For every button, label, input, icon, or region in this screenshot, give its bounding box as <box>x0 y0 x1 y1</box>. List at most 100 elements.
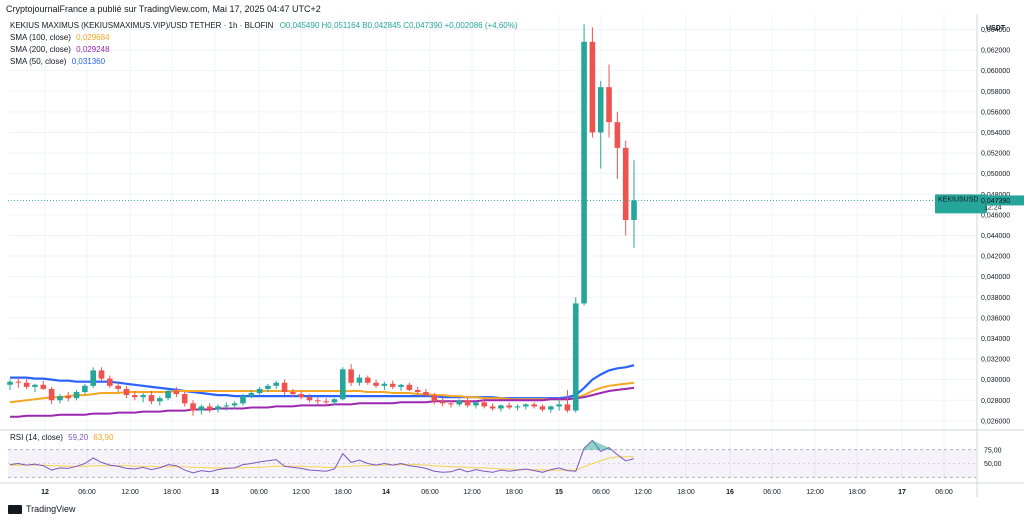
candle-body <box>173 390 180 395</box>
price-tick: 0,064000 <box>981 27 1010 34</box>
price-tick: 0,056000 <box>981 109 1010 116</box>
candle <box>290 388 296 398</box>
candle <box>140 393 146 403</box>
candle <box>572 297 579 413</box>
candle-body <box>315 400 321 402</box>
candle <box>489 403 496 411</box>
candle-body <box>523 404 529 407</box>
price-tick: 0,048000 <box>981 192 1010 199</box>
candle <box>539 404 546 412</box>
candle-body <box>323 401 329 403</box>
time-tick: 13 <box>211 489 219 496</box>
candle <box>115 382 121 393</box>
candle <box>614 111 621 179</box>
sma50-row[interactable]: SMA (50, close) 0,031360 <box>10 56 518 68</box>
candle <box>198 404 205 415</box>
candle-body <box>57 396 63 401</box>
candle-body <box>606 87 612 123</box>
rsi-label: RSI (14, close) <box>10 433 63 442</box>
sma100-value: 0,029684 <box>76 33 110 42</box>
candle <box>556 399 562 411</box>
brand-name: TradingView <box>26 504 76 514</box>
rsi-legend[interactable]: RSI (14, close) 59,20 63,90 <box>10 433 113 442</box>
sma50-value: 0,031360 <box>71 57 106 66</box>
candle-body <box>548 406 554 410</box>
candle <box>98 367 105 382</box>
candle-body <box>40 384 47 389</box>
time-tick: 12 <box>41 489 49 496</box>
candle <box>190 400 196 416</box>
chart-legend: KEKIUS MAXIMUS (KEKIUSMAXIMUS.VIP)/USD T… <box>10 20 518 68</box>
price-tick: 0,054000 <box>981 130 1010 137</box>
candle-body <box>622 147 629 220</box>
candle <box>82 383 88 395</box>
price-tick: 0,060000 <box>981 68 1010 75</box>
candle <box>240 394 246 406</box>
candle-body <box>340 369 346 400</box>
time-tick: 18:00 <box>163 489 181 496</box>
candle <box>173 386 180 398</box>
candle <box>423 388 429 398</box>
candle-body <box>356 377 363 383</box>
candle <box>256 386 263 397</box>
symbol-name[interactable]: KEKIUS MAXIMUS (KEKIUSMAXIMUS.VIP)/USD T… <box>10 21 274 30</box>
price-tick: 0,038000 <box>981 295 1010 302</box>
price-tick: 0,058000 <box>981 89 1010 96</box>
candle <box>581 24 587 306</box>
sma100-row[interactable]: SMA (100, close) 0,029684 <box>10 32 518 44</box>
candle <box>473 401 479 409</box>
rsi-axis-tick: 75,00 <box>984 447 1002 454</box>
candle <box>331 398 338 406</box>
candle <box>481 400 488 409</box>
candle-body <box>531 404 537 407</box>
grid <box>8 14 976 480</box>
axis-price-tag <box>978 195 1024 206</box>
candle-body <box>281 382 288 393</box>
candle-body <box>306 397 313 401</box>
countdown: 12:24 <box>984 204 1002 211</box>
price-tick: 0,032000 <box>981 357 1010 364</box>
candle-body <box>498 405 504 409</box>
candle <box>523 403 529 410</box>
candle <box>156 396 163 406</box>
candle-body <box>265 385 271 389</box>
candle <box>123 385 130 399</box>
candle-body <box>373 382 379 386</box>
candle-body <box>73 392 80 399</box>
candle <box>340 367 346 401</box>
time-tick: 12:00 <box>463 489 481 496</box>
candle <box>281 379 288 396</box>
price-tick: 0,050000 <box>981 171 1010 178</box>
rsi-line <box>9 439 635 474</box>
sma200-row[interactable]: SMA (200, close) 0,029248 <box>10 44 518 56</box>
time-tick: 06:00 <box>935 489 953 496</box>
candle <box>548 405 554 413</box>
candle-body <box>423 392 429 396</box>
time-tick: 18:00 <box>677 489 695 496</box>
candle-body <box>140 395 146 398</box>
candle <box>23 378 30 389</box>
time-tick: 06:00 <box>592 489 610 496</box>
candle-body <box>506 405 512 408</box>
candle-body <box>256 388 263 394</box>
candle-body <box>389 383 396 387</box>
candles <box>7 24 637 416</box>
candle <box>631 160 637 248</box>
time-tick: 06:00 <box>421 489 439 496</box>
candle-body <box>398 384 404 387</box>
candle <box>506 402 512 410</box>
candle-body <box>556 404 562 407</box>
candle <box>32 383 38 393</box>
candle-body <box>190 403 196 411</box>
candle-body <box>23 382 30 387</box>
candle <box>373 379 379 388</box>
candle <box>223 402 230 411</box>
candle <box>414 386 421 395</box>
time-tick: 06:00 <box>78 489 96 496</box>
tradingview-brand[interactable]: TradingView <box>8 504 76 514</box>
last-symbol: KEKIUSUSDT <box>938 196 983 203</box>
time-tick: 18:00 <box>334 489 352 496</box>
candle-body <box>406 384 413 390</box>
candle <box>48 386 55 405</box>
